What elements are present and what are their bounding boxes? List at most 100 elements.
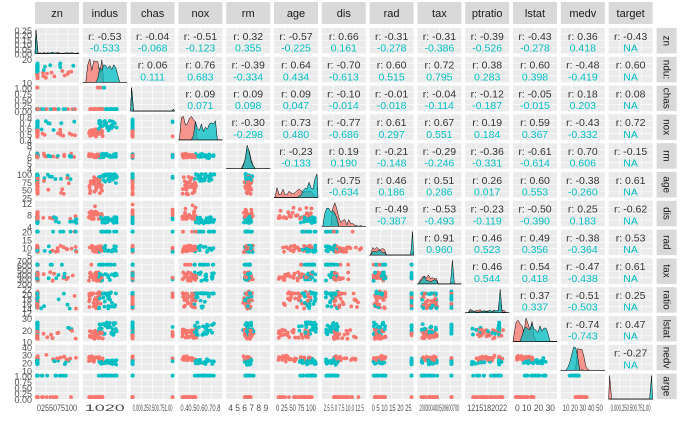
data-point bbox=[325, 304, 330, 308]
data-point bbox=[130, 273, 135, 278]
corr-group-value: -0.278 bbox=[520, 43, 550, 55]
data-point bbox=[92, 175, 96, 180]
data-point bbox=[492, 335, 497, 340]
data-point bbox=[305, 298, 310, 303]
data-point bbox=[203, 175, 208, 180]
corr-value: r: -0.50 bbox=[518, 204, 551, 216]
data-point bbox=[249, 328, 253, 333]
corr-value: r: 0.67 bbox=[425, 117, 455, 129]
data-point bbox=[88, 275, 93, 279]
corr-group-value: 0.795 bbox=[426, 71, 452, 83]
data-point bbox=[52, 359, 56, 363]
data-point bbox=[88, 334, 92, 339]
data-point bbox=[302, 216, 307, 220]
top-strip-label: indus bbox=[92, 8, 119, 20]
panel-indus-zn bbox=[35, 56, 79, 83]
data-point bbox=[35, 128, 40, 133]
data-point bbox=[423, 326, 427, 331]
data-point bbox=[295, 276, 300, 281]
data-point bbox=[66, 275, 70, 280]
data-point bbox=[432, 334, 437, 338]
data-point bbox=[170, 155, 175, 160]
data-point bbox=[49, 70, 54, 75]
data-point bbox=[245, 272, 250, 277]
panel-zn-tax: r: -0.31-0.386 bbox=[417, 28, 462, 55]
data-point bbox=[373, 336, 377, 341]
data-point bbox=[486, 329, 490, 333]
data-point bbox=[170, 213, 175, 217]
data-point bbox=[207, 178, 212, 183]
panel-rad-rm bbox=[226, 229, 271, 256]
data-point bbox=[309, 275, 313, 279]
data-point bbox=[73, 336, 78, 341]
panel-ptratio-rad bbox=[369, 287, 414, 313]
data-point bbox=[181, 293, 186, 298]
corr-group-value: 0.161 bbox=[331, 43, 357, 55]
top-strip-label: zn bbox=[51, 8, 63, 20]
data-point bbox=[186, 329, 191, 333]
corr-value: r: 0.60 bbox=[377, 60, 407, 72]
data-point bbox=[64, 246, 69, 251]
corr-value: r: -0.04 bbox=[136, 31, 169, 43]
corr-group-value: -0.493 bbox=[425, 215, 455, 227]
data-point bbox=[45, 71, 49, 76]
data-point bbox=[190, 216, 195, 221]
data-point bbox=[98, 215, 103, 220]
data-point bbox=[53, 219, 58, 224]
data-point bbox=[298, 207, 302, 212]
data-point bbox=[41, 68, 46, 72]
data-point bbox=[42, 176, 47, 181]
data-point bbox=[46, 187, 51, 192]
data-point bbox=[326, 329, 331, 334]
top-strip bbox=[226, 2, 271, 24]
data-point bbox=[341, 246, 345, 251]
data-point bbox=[290, 210, 295, 215]
data-point bbox=[35, 358, 40, 363]
data-point bbox=[187, 335, 192, 340]
data-point bbox=[130, 336, 135, 341]
panel-dis-rm bbox=[226, 200, 271, 227]
data-point bbox=[99, 248, 104, 253]
data-point bbox=[93, 212, 98, 217]
panel-tax-lstat: r: 0.540.418 bbox=[513, 258, 557, 285]
top-strip bbox=[417, 2, 462, 24]
data-point bbox=[243, 172, 248, 177]
data-point bbox=[41, 331, 46, 336]
data-point bbox=[93, 181, 97, 186]
data-point bbox=[104, 173, 109, 178]
corr-group-value: 0.480 bbox=[283, 129, 309, 141]
data-point bbox=[311, 327, 316, 332]
top-strip bbox=[369, 2, 414, 24]
top-strip bbox=[321, 2, 366, 24]
data-point bbox=[42, 249, 47, 253]
data-point bbox=[66, 325, 70, 330]
data-point bbox=[102, 229, 107, 234]
corr-value: r: 0.19 bbox=[472, 117, 502, 129]
corr-value: r: -0.47 bbox=[566, 261, 599, 273]
corr-value: r: -0.21 bbox=[375, 146, 408, 158]
data-point bbox=[212, 229, 217, 234]
corr-group-value: NA bbox=[623, 129, 638, 141]
panel-medv-zn bbox=[35, 344, 79, 371]
right-strip-label: nox bbox=[661, 119, 672, 135]
corr-group-value: 0.111 bbox=[140, 71, 165, 83]
data-point bbox=[208, 172, 213, 177]
data-point bbox=[111, 321, 116, 326]
corr-value: r: -0.15 bbox=[614, 146, 647, 158]
panel-dis-tax: r: -0.53-0.493 bbox=[417, 200, 462, 227]
data-point bbox=[291, 205, 296, 210]
data-point bbox=[277, 331, 281, 336]
data-point bbox=[247, 262, 252, 267]
data-point bbox=[113, 151, 118, 156]
data-point bbox=[89, 154, 93, 159]
panel-lstat-lstat bbox=[512, 316, 557, 342]
data-point bbox=[95, 302, 100, 307]
data-point bbox=[288, 244, 293, 249]
data-point bbox=[245, 304, 250, 308]
panel-age-zn bbox=[35, 172, 79, 198]
data-point bbox=[181, 175, 186, 180]
panel-tax-zn bbox=[35, 258, 79, 284]
corr-group-value: 0.098 bbox=[235, 100, 261, 112]
corr-group-value: 0.418 bbox=[522, 273, 548, 285]
